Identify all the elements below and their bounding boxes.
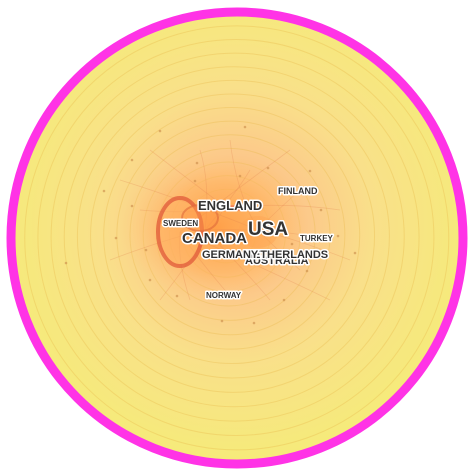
label-england: ENGLAND [198, 198, 262, 213]
minor-node-markers [64, 125, 357, 325]
highlighted-nodes [156, 196, 278, 268]
minor-node-dot [243, 125, 247, 129]
minor-node-dot [308, 169, 312, 173]
node-cluster-left [156, 196, 204, 268]
minor-node-dot [144, 248, 148, 252]
minor-node-dot [148, 278, 152, 282]
minor-node-dot [336, 234, 340, 238]
minor-node-dot [319, 208, 323, 212]
label-germany: GERMANY [202, 249, 259, 261]
label-usa: USA [248, 219, 288, 240]
minor-node-dot [114, 236, 118, 240]
label-turkey: TURKEY [300, 234, 334, 243]
minor-node-dot [353, 251, 357, 255]
minor-node-dot [305, 269, 309, 273]
minor-node-dot [238, 174, 242, 178]
network-edge [204, 169, 251, 231]
network-edge [204, 229, 271, 301]
minor-node-dot [252, 321, 256, 325]
concentric-ring [24, 25, 450, 451]
label-sweden: SWEDEN [163, 219, 198, 228]
network-edge [199, 149, 208, 231]
minor-node-dot [64, 261, 68, 265]
minor-node-dot [130, 158, 134, 162]
country-labels: ENGLAND FINLAND SWEDEN AUSTRALIA NETHERL… [162, 185, 336, 302]
label-finland: FINLAND [278, 186, 318, 196]
concentric-ring [50, 52, 420, 422]
concentric-ring [37, 39, 435, 436]
network-edge [149, 149, 226, 208]
concentric-ring [76, 79, 390, 393]
node-england-marker [215, 205, 243, 211]
minor-node-dot [158, 129, 162, 133]
minor-node-dot [175, 294, 179, 298]
concentric-ring [103, 107, 361, 365]
concentric-ring [116, 120, 346, 350]
minor-node-dot [260, 206, 264, 210]
minor-node-dot [130, 204, 134, 208]
minor-node-dot [282, 298, 286, 302]
label-canada: CANADA [182, 230, 247, 247]
network-edge [229, 139, 259, 231]
minor-node-dot [266, 166, 270, 170]
minor-node-dot [195, 161, 199, 165]
network-edge [204, 229, 321, 239]
network-core-glow [120, 153, 310, 303]
label-australia: AUSTRALIA [245, 255, 309, 267]
network-edge [257, 189, 301, 231]
label-norway: NORWAY [206, 291, 242, 300]
network-edge [257, 229, 301, 271]
node-cluster-usa [238, 216, 278, 248]
concentric-ring [63, 66, 405, 408]
network-edge [257, 229, 351, 261]
minor-node-dot [290, 242, 294, 246]
node-cluster-canada [181, 204, 219, 232]
minor-node-dot [193, 179, 197, 183]
minor-node-dot [102, 189, 106, 193]
concentric-ring [90, 93, 376, 379]
minor-node-dot [220, 319, 224, 323]
label-netherlands: NETHERLANDS [245, 249, 328, 261]
